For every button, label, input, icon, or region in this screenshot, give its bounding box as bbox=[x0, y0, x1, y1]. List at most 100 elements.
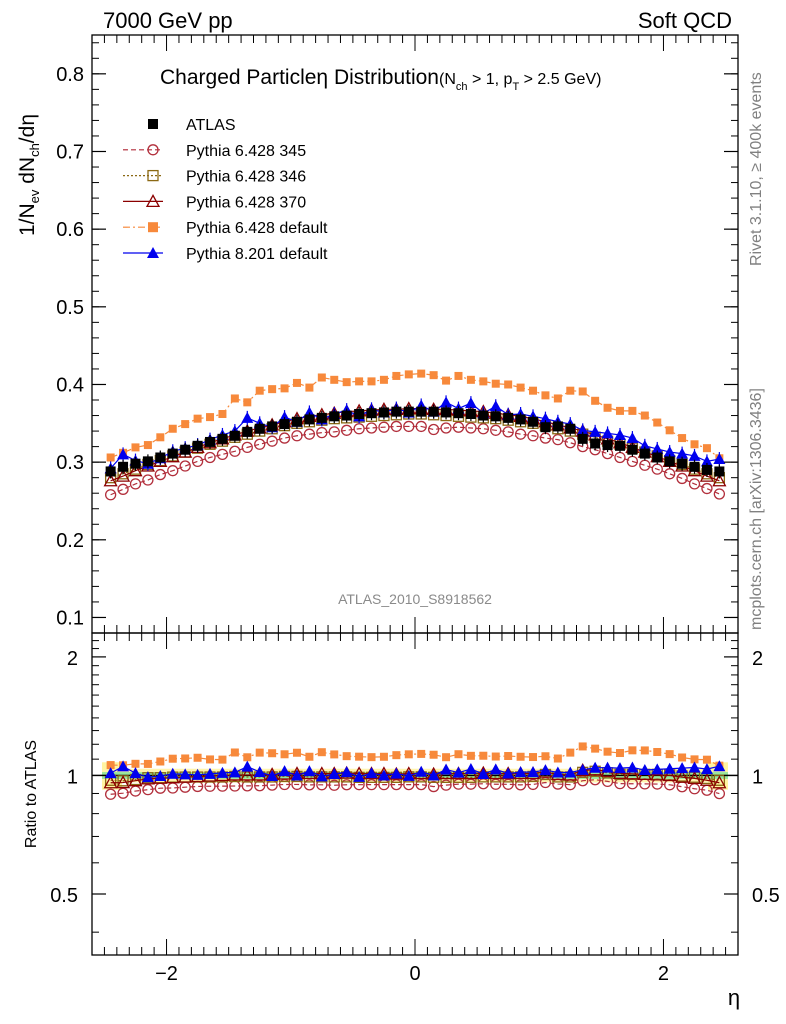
ratio-point-pdef8 bbox=[713, 760, 726, 772]
x-axis-title: η bbox=[728, 985, 740, 1010]
ratio-point-pdef8 bbox=[216, 766, 229, 778]
main-plot-area bbox=[103, 369, 727, 501]
point-p345 bbox=[427, 423, 440, 436]
ratio-point-pdef6 bbox=[404, 750, 413, 759]
point-p345 bbox=[216, 448, 229, 461]
point-atlas bbox=[366, 408, 377, 419]
point-p345 bbox=[142, 474, 154, 486]
ratio-point-p345 bbox=[527, 778, 539, 791]
point-pdef8 bbox=[651, 442, 664, 454]
title-cut-sub-ch: ch bbox=[456, 81, 468, 93]
ratio-point-pdef6 bbox=[156, 757, 165, 766]
point-pdef8 bbox=[117, 448, 130, 460]
point-p345 bbox=[191, 455, 204, 468]
ratio-point-pdef8 bbox=[663, 762, 676, 774]
series-p345 bbox=[104, 420, 726, 501]
point-atlas bbox=[528, 416, 539, 427]
point-atlas bbox=[341, 410, 352, 421]
ratio-ytick-label: 1 bbox=[67, 766, 78, 788]
point-p345 bbox=[415, 420, 427, 433]
legend-entry-p370: Pythia 6.428 370 bbox=[123, 194, 306, 211]
mcplots-label: mcplots.cern.ch [arXiv:1306.3436] bbox=[748, 388, 765, 630]
ratio-point-pdef8 bbox=[527, 766, 540, 778]
ratio-point-pdef6 bbox=[255, 748, 264, 757]
point-pdef8 bbox=[713, 453, 726, 465]
point-pdef6 bbox=[143, 441, 152, 450]
point-pdef6 bbox=[317, 373, 326, 382]
ratio-point-pdef6 bbox=[168, 754, 177, 763]
point-atlas bbox=[329, 411, 340, 422]
point-pdef6 bbox=[628, 406, 637, 415]
ratio-point-pdef8 bbox=[688, 761, 701, 773]
ratio-point-pdef6 bbox=[529, 753, 538, 762]
point-pdef6 bbox=[665, 426, 674, 435]
point-atlas bbox=[714, 466, 725, 477]
point-atlas bbox=[677, 458, 688, 469]
ratio-point-pdef6 bbox=[504, 752, 513, 761]
point-atlas bbox=[316, 412, 327, 423]
point-atlas bbox=[217, 433, 228, 444]
ratio-point-pdef6 bbox=[690, 755, 699, 764]
ratio-point-pdef8 bbox=[613, 762, 626, 774]
ratio-point-p345 bbox=[490, 778, 502, 790]
point-pdef8 bbox=[241, 411, 254, 423]
point-atlas bbox=[689, 461, 700, 472]
point-pdef8 bbox=[440, 396, 453, 408]
ratio-point-pdef6 bbox=[442, 753, 451, 762]
ratio-point-pdef6 bbox=[317, 748, 326, 757]
point-p345 bbox=[353, 423, 365, 435]
ratio-point-pdef8 bbox=[340, 766, 353, 778]
main-ytick-label: 0.7 bbox=[56, 141, 84, 163]
title-cut-sub-t: T bbox=[512, 81, 519, 93]
point-atlas bbox=[577, 433, 588, 444]
main-ytick-label: 0.8 bbox=[56, 64, 84, 86]
point-p345 bbox=[676, 472, 688, 485]
point-p345 bbox=[117, 483, 129, 495]
ratio-point-pdef6 bbox=[553, 754, 562, 763]
point-pdef6 bbox=[305, 383, 314, 392]
point-atlas bbox=[478, 410, 489, 421]
legend-marker-p370 bbox=[145, 194, 161, 208]
point-pdef6 bbox=[342, 378, 351, 387]
point-atlas bbox=[552, 421, 563, 432]
point-pdef8 bbox=[576, 424, 589, 436]
point-pdef6 bbox=[181, 420, 190, 429]
point-atlas bbox=[304, 414, 315, 425]
point-pdef8 bbox=[700, 455, 713, 467]
legend-marker-atlas bbox=[148, 119, 158, 129]
ratio-point-p345 bbox=[713, 787, 726, 800]
point-p370 bbox=[128, 463, 143, 477]
main-ytick-label: 0.5 bbox=[56, 297, 84, 319]
ratio-line-p345 bbox=[110, 779, 720, 795]
point-p345 bbox=[266, 435, 278, 447]
point-atlas bbox=[229, 430, 240, 441]
ratio-point-pdef6 bbox=[678, 753, 687, 762]
ratio-point-pdef8 bbox=[601, 761, 614, 773]
series-atlas bbox=[105, 404, 725, 479]
point-p345 bbox=[154, 468, 166, 481]
point-atlas bbox=[503, 412, 514, 423]
ratio-point-pdef6 bbox=[541, 752, 550, 761]
ratio-ytick-label-right: 0.5 bbox=[752, 885, 780, 907]
ratio-point-pdef8 bbox=[700, 763, 713, 775]
point-atlas bbox=[279, 419, 290, 430]
point-pdef6 bbox=[292, 378, 301, 387]
point-p345 bbox=[204, 451, 216, 464]
line-p345 bbox=[110, 425, 720, 496]
point-pdef8 bbox=[676, 447, 689, 459]
ratio-point-pdef6 bbox=[591, 744, 600, 753]
ratio-point-pdef6 bbox=[516, 752, 525, 761]
point-atlas bbox=[602, 440, 613, 451]
point-pdef6 bbox=[504, 380, 513, 389]
ratio-point-pdef6 bbox=[454, 750, 463, 759]
ratio-point-pdef6 bbox=[218, 755, 227, 764]
ratio-point-p370 bbox=[115, 775, 131, 789]
point-p345 bbox=[552, 433, 564, 446]
ratio-point-pdef6 bbox=[479, 751, 488, 760]
ratio-point-pdef6 bbox=[429, 750, 438, 759]
rivet-version-label: Rivet 3.1.10, ≥ 400k events bbox=[748, 72, 765, 266]
point-pdef6 bbox=[591, 396, 600, 405]
ratio-point-p370 bbox=[662, 768, 677, 782]
ratio-point-pdef8 bbox=[489, 763, 502, 775]
point-atlas bbox=[627, 444, 638, 455]
